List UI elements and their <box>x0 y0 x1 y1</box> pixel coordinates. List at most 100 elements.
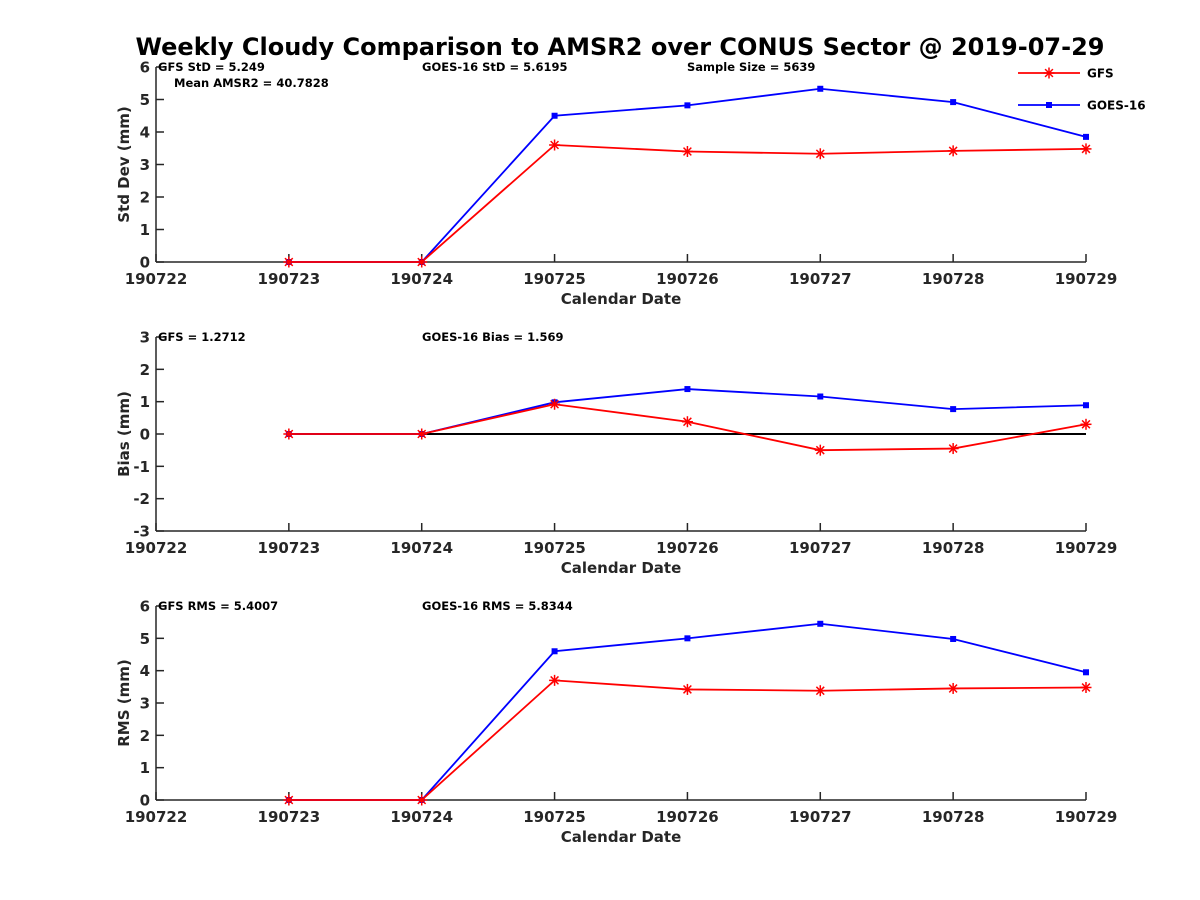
panel-bias-series-gfs-point-stroke-d2 <box>417 429 427 439</box>
panel-std-annotation-goes: GOES-16 StD = 5.6195 <box>422 60 567 74</box>
panel-bias-xtick-label: 190726 <box>656 539 719 557</box>
panel-rms-series-goes-16-point <box>551 648 558 655</box>
panel-bias: -3 -2 -1 0 1 2 3 190722 190723 190724 190725 190726… <box>115 329 1117 578</box>
panel-rms-series-gfs-point <box>1080 681 1092 693</box>
panel-rms-xtick-label: 190723 <box>258 808 321 826</box>
legend-goes-16-label: GOES-16 <box>1087 99 1146 113</box>
panel-std-ytick-label: 4 <box>140 124 150 142</box>
panel-rms-ytick-label: 2 <box>140 727 150 745</box>
panel-std-ytick-label: 6 <box>140 59 150 77</box>
panel-std: 0 1 2 3 4 5 6 190722 190723 190724 190725 190726 190… <box>115 59 1117 309</box>
panel-rms-series-gfs-point <box>283 794 295 806</box>
panel-bias-x-axis-label: Calendar Date <box>561 559 682 577</box>
panel-std-series-goes-16-point <box>817 85 824 92</box>
panel-bias-series-gfs-point <box>1080 418 1092 430</box>
panel-rms-ytick-label: 4 <box>140 662 150 680</box>
panel-std-annotation-sample: Sample Size = 5639 <box>687 60 815 74</box>
panel-bias-series-gfs-point-stroke-d2 <box>284 429 294 439</box>
panel-std-series-goes-16-point <box>1083 133 1089 140</box>
panel-std-series-goes-16-point <box>684 102 691 109</box>
panel-bias-series-gfs-point-stroke-d2 <box>1081 419 1091 429</box>
panel-bias-ytick-label: 0 <box>140 426 150 444</box>
panel-rms-ytick-label: 1 <box>140 759 150 777</box>
panel-rms-series-goes-16-point <box>817 620 824 627</box>
panel-rms-series-gfs-point <box>947 682 959 694</box>
panel-rms-series-gfs-point <box>549 674 561 686</box>
panel-std-series-gfs-point <box>947 145 959 157</box>
panel-std-series-gfs-point-stroke-d2 <box>948 146 958 156</box>
panel-std-annotation-mean: Mean AMSR2 = 40.7828 <box>174 76 329 90</box>
panel-std-xtick-label: 190723 <box>258 270 321 288</box>
panel-rms-xtick-label: 190727 <box>789 808 852 826</box>
panel-bias-ytick-label: 1 <box>140 393 150 411</box>
legend-gfs-marker-stroke-d2 <box>1044 68 1054 78</box>
panel-rms-series-gfs-point <box>814 685 826 697</box>
panel-std-series-gfs-point <box>416 256 428 268</box>
panel-rms-series-goes-16-point <box>684 635 691 642</box>
panel-bias-ytick-label: -2 <box>133 490 150 508</box>
panel-rms-x-axis-label: Calendar Date <box>561 828 682 846</box>
panel-std-xtick-label: 190727 <box>789 270 852 288</box>
panel-rms-xtick-label: 190725 <box>523 808 586 826</box>
panel-bias-xtick-label: 190728 <box>922 539 985 557</box>
panel-std-x-axis-label: Calendar Date <box>561 290 682 308</box>
chart-panels: 0 1 2 3 4 5 6 190722 190723 190724 190725 190726 190… <box>115 59 1117 847</box>
panel-bias-series-gfs-point-stroke-d2 <box>815 445 825 455</box>
panel-rms-xtick-label: 190728 <box>922 808 985 826</box>
panel-std-series-gfs-point-stroke-d2 <box>550 140 560 150</box>
panel-bias-ytick-label: 2 <box>140 361 150 379</box>
panel-rms-series-gfs-point-stroke-d2 <box>284 795 294 805</box>
panel-bias-ytick-label: 3 <box>140 329 150 347</box>
panel-bias-series-gfs-point-stroke-d2 <box>948 444 958 453</box>
panel-bias-series-gfs-point <box>814 444 826 456</box>
panel-std-series-gfs-point <box>549 139 561 151</box>
panel-rms-ytick-label: 0 <box>140 792 150 810</box>
panel-std-xtick-label: 190729 <box>1055 270 1118 288</box>
panel-std-series-goes-16-point <box>551 112 558 119</box>
panel-std-ytick-label: 1 <box>140 221 150 239</box>
panel-std-series-goes-16-point <box>950 99 957 106</box>
panel-rms-series-gfs-point-stroke-d2 <box>550 675 560 685</box>
legend-gfs-marker <box>1043 67 1055 79</box>
panel-bias-series-gfs-point-stroke-d2 <box>550 399 560 409</box>
panel-std-y-axis-label: Std Dev (mm) <box>115 106 133 223</box>
panel-rms-series-goes-16-point <box>950 635 957 642</box>
panel-rms-xtick-label: 190724 <box>390 808 453 826</box>
panel-rms-series-gfs-point-stroke-d2 <box>1081 683 1091 692</box>
panel-rms-annotation-goes: GOES-16 RMS = 5.8344 <box>422 599 573 613</box>
panel-rms-xtick-label: 190729 <box>1055 808 1118 826</box>
panel-std-annotation-gfs: GFS StD = 5.249 <box>158 60 265 74</box>
panel-std-series-gfs-point-stroke-d2 <box>1081 144 1091 154</box>
panel-std-xtick-label: 190722 <box>125 270 188 288</box>
panel-rms-series-gfs-point <box>681 683 693 695</box>
panel-std-series-gfs-point <box>1080 143 1092 155</box>
panel-rms-y-axis-label: RMS (mm) <box>115 659 133 746</box>
chart-legend: GFS GOES-16 <box>1018 67 1146 113</box>
panel-bias-xtick-label: 190722 <box>125 539 188 557</box>
panel-rms-series-gfs-point-stroke-d2 <box>417 795 427 805</box>
panel-bias-series-gfs-point <box>283 428 295 440</box>
panel-bias-xtick-label: 190727 <box>789 539 852 557</box>
panel-std-xtick-label: 190725 <box>523 270 586 288</box>
panel-bias-ytick-label: -1 <box>133 458 150 476</box>
panel-rms-series-goes-16-point <box>1083 669 1089 676</box>
panel-rms-series-gfs-point <box>416 794 428 806</box>
panel-std-ytick-label: 0 <box>140 254 150 272</box>
panel-rms-ytick-label: 5 <box>140 630 150 648</box>
panel-bias-series-goes-16-point <box>1083 402 1089 409</box>
panel-std-ytick-label: 3 <box>140 156 150 174</box>
panel-std-xtick-label: 190728 <box>922 270 985 288</box>
panel-std-series-gfs-point <box>814 148 826 160</box>
panel-rms: 0 1 2 3 4 5 6 190722 190723 190724 190725 190726 190… <box>115 598 1117 847</box>
panel-bias-xtick-label: 190724 <box>390 539 453 557</box>
panel-bias-annotation-gfs: GFS = 1.2712 <box>158 330 246 344</box>
panel-rms-ytick-label: 3 <box>140 695 150 713</box>
panel-std-series-gfs-point-stroke-d2 <box>815 149 825 159</box>
panel-std-ytick-label: 2 <box>140 189 150 207</box>
panel-std-series-gfs-point-stroke-d2 <box>682 147 692 156</box>
panel-bias-series-goes-16-point <box>950 406 957 413</box>
panel-std-xtick-label: 190726 <box>656 270 719 288</box>
legend-gfs-label: GFS <box>1087 67 1114 81</box>
